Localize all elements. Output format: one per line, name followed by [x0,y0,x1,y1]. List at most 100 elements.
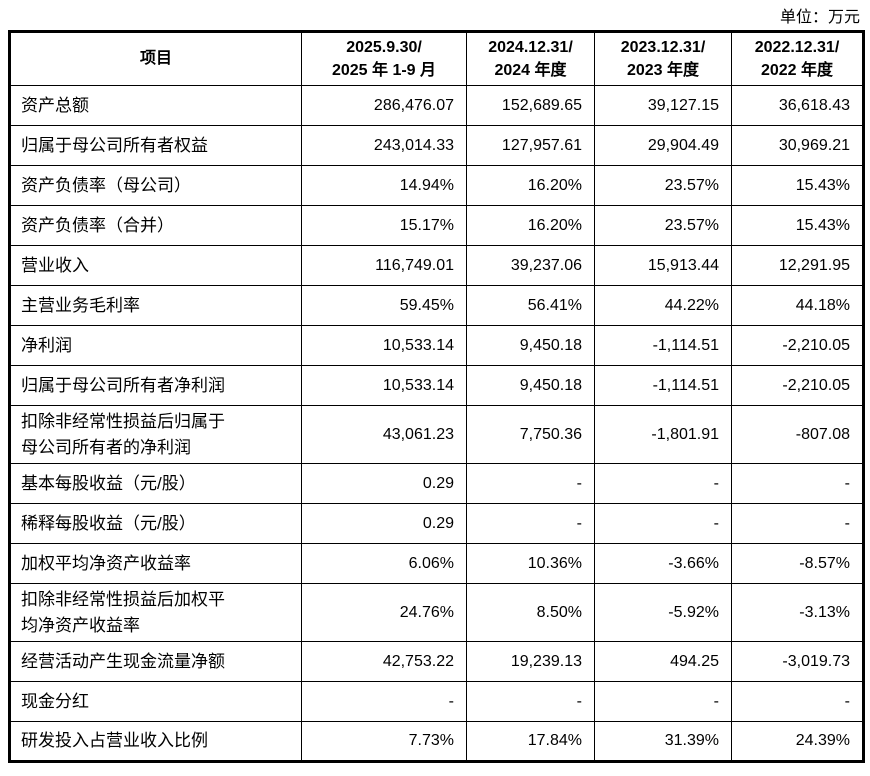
header-item-label: 项目 [139,50,172,68]
row-value: 17.84% [466,721,595,762]
row-value: - [594,463,732,504]
table-row: 研发投入占营业收入比例 7.73% 17.84% 31.39% 24.39% [9,721,864,762]
header-period-2022: 2022.12.31/ 2022 年度 [731,31,864,86]
table-row: 资产总额 286,476.07 152,689.65 39,127.15 36,618.… [9,85,864,126]
row-value: -3.13% [731,583,864,642]
header-period-line1: 2025.9.30/ [346,38,422,56]
row-value: -2,210.05 [731,365,864,406]
row-value: 42,753.22 [301,641,467,682]
table-row: 稀释每股收益（元/股） 0.29- - - [9,503,864,544]
row-label: 资产总额 [9,85,302,126]
row-value: 14.94% [301,165,467,206]
row-value: 494.25 [594,641,732,682]
header-item-column: 项目 [9,31,302,86]
row-value: 10.36% [466,543,595,584]
row-value: -807.08 [731,405,864,464]
table-row: 归属于母公司所有者权益 243,014.33 127,957.61 29,904.49… [9,125,864,166]
row-label: 营业收入 [9,245,302,286]
row-value: 6.06% [301,543,467,584]
row-label: 经营活动产生现金流量净额 [9,641,302,682]
row-value: -5.92% [594,583,732,642]
row-value: - [594,503,732,544]
row-label: 资产负债率（合并） [9,205,302,246]
header-period-line2: 2022 年度 [760,62,834,79]
row-value: - [731,463,864,504]
row-value: -8.57% [731,543,864,584]
row-value: 39,127.15 [594,85,732,126]
header-period-line1: 2022.12.31/ [754,38,840,56]
row-value: 31.39% [594,721,732,762]
row-value: -1,801.91 [594,405,732,464]
row-value: 9,450.18 [466,365,595,406]
row-label: 扣除非经常性损益后加权平 均净资产收益率 [9,583,302,642]
header-period-line2: 2023 年度 [626,62,700,79]
row-label: 现金分红 [9,681,302,722]
row-value: 44.18% [731,285,864,326]
table-row: 资产负债率（合并） 15.17% 16.20% 23.57% 15.43% [9,205,864,246]
row-label: 扣除非经常性损益后归属于 母公司所有者的净利润 [9,405,302,464]
row-value: -2,210.05 [731,325,864,366]
row-label: 加权平均净资产收益率 [9,543,302,584]
row-label: 归属于母公司所有者净利润 [9,365,302,406]
row-value: 24.39% [731,721,864,762]
table-row: 主营业务毛利率 59.45% 56.41% 44.22% 44.18% [9,285,864,326]
row-value: - [466,463,595,504]
row-value: - [731,681,864,722]
row-value: 8.50% [466,583,595,642]
table-row: 扣除非经常性损益后归属于 母公司所有者的净利润 43,061.23 7,750.36… [9,405,864,464]
row-value: 16.20% [466,205,595,246]
table-row: 归属于母公司所有者净利润 10,533.14 9,450.18 -1,114.51 -2… [9,365,864,406]
row-value: 15.43% [731,165,864,206]
header-period-2023: 2023.12.31/ 2023 年度 [594,31,732,86]
header-period-line2: 2024 年度 [494,62,567,79]
row-label: 主营业务毛利率 [9,285,302,326]
row-value: 12,291.95 [731,245,864,286]
header-period-line1: 2023.12.31/ [620,38,706,56]
row-value: - [466,681,595,722]
row-value: - [301,681,467,722]
row-value: 23.57% [594,205,732,246]
table-row: 经营活动产生现金流量净额 42,753.22 19,239.13 494.25 -3,0… [9,641,864,682]
row-value: 127,957.61 [466,125,595,166]
table-row: 现金分红 - - - - [9,681,864,722]
row-value: - [731,503,864,544]
row-value: 15.43% [731,205,864,246]
row-value: 19,239.13 [466,641,595,682]
header-period-2024: 2024.12.31/ 2024 年度 [466,31,595,86]
row-label: 基本每股收益（元/股） [9,463,302,504]
row-value: 243,014.33 [301,125,467,166]
table-row: 加权平均净资产收益率 6.06% 10.36% -3.66% -8.57% [9,543,864,584]
row-value: 59.45% [301,285,467,326]
row-value: 56.41% [466,285,595,326]
header-period-2025: 2025.9.30/ 2025 年 1-9 月 [301,31,467,86]
row-value: -3,019.73 [731,641,864,682]
row-value: -1,114.51 [594,365,732,406]
row-value: 39,237.06 [466,245,595,286]
row-value: 0.29 [301,463,467,504]
header-period-line1: 2024.12.31/ [488,38,573,56]
row-value: -3.66% [594,543,732,584]
row-value: 24.76% [301,583,467,642]
row-value: 43,061.23 [301,405,467,464]
row-label: 稀释每股收益（元/股） [9,503,302,544]
table-row: 净利润 10,533.14 9,450.18 -1,114.51 -2,210.05 [9,325,864,366]
row-value: 7,750.36 [466,405,595,464]
row-value: 286,476.07 [301,85,467,126]
financial-summary-table: 项目 2025.9.30/ 2025 年 1-9 月 2024.12.31/ 2… [8,30,865,763]
row-value: 0.29 [301,503,467,544]
row-value: - [466,503,595,544]
table-row: 资产负债率（母公司） 14.94% 16.20% 23.57% 15.43% [9,165,864,206]
row-value: 15,913.44 [594,245,732,286]
table-row: 基本每股收益（元/股） 0.29- - - [9,463,864,504]
row-value: 23.57% [594,165,732,206]
row-value: 9,450.18 [466,325,595,366]
row-value: 44.22% [594,285,732,326]
table-row: 营业收入 116,749.01 39,237.06 15,913.44 12,291.9… [9,245,864,286]
row-value: 16.20% [466,165,595,206]
row-value: -1,114.51 [594,325,732,366]
row-value: 36,618.43 [731,85,864,126]
row-value: 116,749.01 [301,245,467,286]
row-value: 30,969.21 [731,125,864,166]
row-value: 10,533.14 [301,325,467,366]
